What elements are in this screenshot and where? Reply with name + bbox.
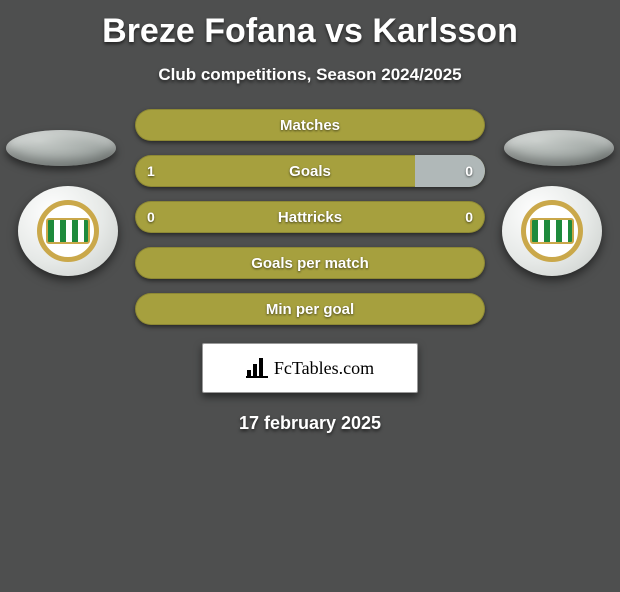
stat-label: Hattricks	[135, 201, 485, 233]
club-badge-left	[18, 186, 118, 276]
subtitle: Club competitions, Season 2024/2025	[0, 65, 620, 85]
stat-value-right: 0	[465, 201, 473, 233]
stat-label: Goals per match	[135, 247, 485, 279]
club-badge-right	[502, 186, 602, 276]
stat-label: Matches	[135, 109, 485, 141]
player-oval-left	[6, 130, 116, 166]
crest-icon	[521, 200, 583, 262]
player-oval-right	[504, 130, 614, 166]
brand-text: FcTables.com	[274, 358, 374, 379]
crest-stripes-icon	[530, 218, 574, 244]
crest-icon	[37, 200, 99, 262]
stat-value-left: 0	[147, 201, 155, 233]
brand-box[interactable]: FcTables.com	[202, 343, 418, 393]
stat-label: Goals	[135, 155, 485, 187]
page-title: Breze Fofana vs Karlsson	[0, 12, 620, 51]
stat-value-right: 0	[465, 155, 473, 187]
stat-row: Goals1 0	[135, 155, 485, 187]
crest-stripes-icon	[46, 218, 90, 244]
stat-row: Hattricks0 0	[135, 201, 485, 233]
stat-row: Min per goal	[135, 293, 485, 325]
date-text: 17 february 2025	[0, 413, 620, 434]
bar-chart-icon	[246, 358, 268, 378]
stat-label: Min per goal	[135, 293, 485, 325]
stat-row: Matches	[135, 109, 485, 141]
stat-value-left: 1	[147, 155, 155, 187]
stat-row: Goals per match	[135, 247, 485, 279]
